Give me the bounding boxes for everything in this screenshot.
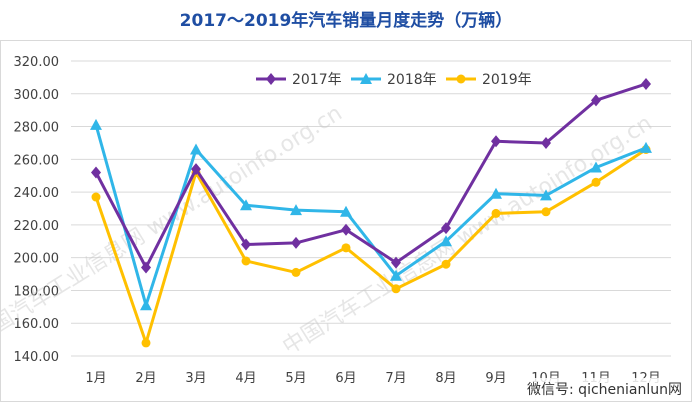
x-tick-label: 7月: [385, 371, 406, 386]
y-tick-label: 240.00: [14, 186, 60, 201]
data-point-triangle: [340, 205, 352, 217]
wechat-watermark: 微信号: qichenianlun网: [523, 378, 686, 400]
data-point-circle: [341, 243, 351, 253]
data-point-triangle: [490, 187, 502, 199]
data-point-triangle: [590, 161, 602, 173]
data-point-triangle: [390, 269, 402, 281]
data-point-diamond: [241, 238, 251, 251]
data-point-circle: [541, 207, 551, 217]
y-tick-label: 180.00: [14, 284, 60, 299]
data-point-circle: [591, 177, 601, 187]
series-line-2019年: [94, 148, 647, 345]
x-tick-label: 2月: [135, 371, 156, 386]
data-point-triangle: [290, 204, 302, 216]
data-point-triangle: [360, 73, 372, 84]
legend-label: 2019年: [482, 72, 532, 88]
data-point-diamond: [141, 261, 151, 274]
data-point-triangle: [440, 235, 452, 247]
data-point-diamond: [266, 73, 276, 85]
y-tick-label: 140.00: [14, 350, 60, 365]
data-point-diamond: [391, 256, 401, 269]
x-tick-label: 8月: [435, 371, 456, 386]
y-tick-label: 200.00: [14, 252, 60, 267]
y-tick-label: 220.00: [14, 219, 60, 234]
data-point-triangle: [190, 143, 202, 155]
data-point-diamond: [541, 136, 551, 149]
data-point-circle: [456, 74, 466, 84]
data-point-triangle: [90, 118, 102, 130]
data-point-diamond: [191, 163, 201, 176]
x-tick-label: 3月: [185, 371, 206, 386]
y-tick-label: 280.00: [14, 121, 60, 136]
legend-label: 2018年: [387, 72, 437, 88]
series-line-2018年: [94, 124, 647, 307]
data-point-diamond: [291, 236, 301, 249]
y-tick-label: 160.00: [14, 317, 60, 332]
data-point-diamond: [641, 77, 651, 90]
legend-label: 2017年: [292, 72, 342, 88]
data-point-diamond: [91, 166, 101, 179]
data-point-circle: [391, 284, 401, 294]
data-point-circle: [241, 256, 251, 266]
data-point-diamond: [591, 94, 601, 107]
y-tick-label: 300.00: [14, 88, 60, 103]
data-point-diamond: [341, 223, 351, 236]
data-point-circle: [491, 208, 501, 218]
x-tick-label: 4月: [235, 371, 256, 386]
data-point-diamond: [491, 135, 501, 148]
data-point-circle: [441, 259, 451, 269]
x-tick-label: 1月: [85, 371, 106, 386]
x-tick-label: 5月: [285, 371, 306, 386]
y-tick-label: 260.00: [14, 153, 60, 168]
data-point-triangle: [140, 299, 152, 311]
data-point-triangle: [540, 189, 552, 201]
y-tick-label: 320.00: [14, 55, 60, 70]
line-chart-svg: 140.00 160.00 180.00 200.00 220.00 240.00 260.…: [0, 55, 671, 386]
data-point-circle: [141, 338, 151, 348]
data-point-circle: [291, 267, 301, 277]
chart-area: 140.00 160.00 180.00 200.00 220.00 240.00 260.…: [0, 40, 692, 402]
data-point-diamond: [441, 222, 451, 235]
data-point-triangle: [640, 141, 652, 153]
chart-title: 2017～2019年汽车销量月度走势（万辆）: [179, 11, 513, 31]
series-line-2017年: [94, 82, 647, 269]
data-point-triangle: [240, 199, 252, 211]
data-point-circle: [91, 192, 101, 202]
x-tick-label: 9月: [485, 371, 506, 386]
x-tick-label: 6月: [335, 371, 356, 386]
